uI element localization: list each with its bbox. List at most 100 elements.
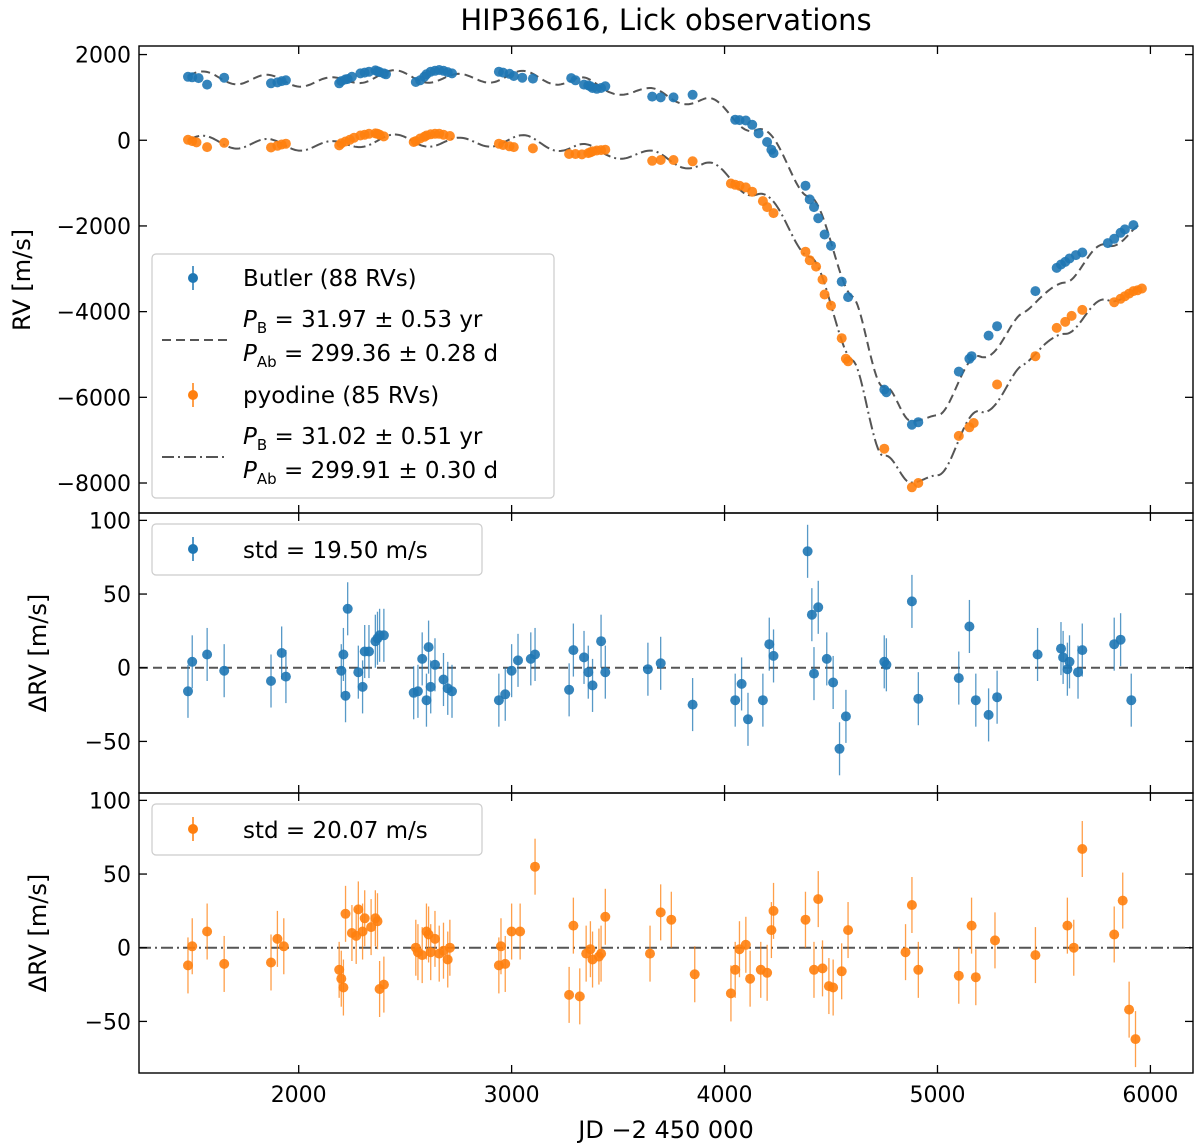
pyodine-rv-point xyxy=(992,379,1003,390)
chart-title: HIP36616, Lick observations xyxy=(460,3,871,37)
pyodine-residual-point xyxy=(1124,1004,1135,1015)
pyodine-residual-point xyxy=(1109,929,1120,940)
pyodine-rv-point xyxy=(1077,304,1088,315)
butler-rv-point xyxy=(280,75,291,86)
butler-rv-point xyxy=(768,148,779,159)
butler-rv-point xyxy=(826,240,836,251)
pyodine-residual-point xyxy=(689,969,700,980)
butler-rv-point xyxy=(570,75,581,86)
butler-residual-point xyxy=(736,678,747,689)
butler-residual-point xyxy=(340,690,351,701)
butler-rv-point xyxy=(913,417,924,428)
butler-rv-point xyxy=(881,387,892,398)
butler-rv-point xyxy=(1109,233,1120,244)
pyodine-rv-point xyxy=(191,137,202,148)
butler-rv-point xyxy=(753,128,764,139)
pyodine-residual-point xyxy=(970,972,981,983)
pyodine-residual-point xyxy=(564,989,575,1000)
pyodine-residual-point xyxy=(953,970,964,981)
y-tick-label: 50 xyxy=(103,583,131,608)
butler-residual-point xyxy=(881,659,892,670)
top-legend-box xyxy=(151,253,555,499)
pyodine-residual-point xyxy=(655,907,666,918)
butler-rv-point xyxy=(508,71,519,81)
butler-residual-point xyxy=(587,680,598,691)
butler-residual-point xyxy=(438,674,449,685)
bottom-legend-box xyxy=(151,803,483,856)
pyodine-rv-point xyxy=(879,443,890,454)
x-tick-label: 6000 xyxy=(1122,1083,1178,1108)
butler-rv-point xyxy=(527,73,538,84)
pyodine-residual-point xyxy=(183,960,193,971)
butler-residual-point xyxy=(500,689,511,700)
butler-residual-point xyxy=(564,684,575,695)
butler-residual-point xyxy=(655,658,666,669)
butler-residual-point xyxy=(1126,695,1137,706)
butler-residual-point xyxy=(357,681,368,692)
pyodine-rv-point xyxy=(968,418,979,428)
pyodine-residual-point xyxy=(338,982,349,993)
pyodine-residual-point xyxy=(366,922,377,933)
butler-residual-point xyxy=(187,656,198,667)
butler-residual-point xyxy=(183,686,193,697)
legend-butler-fit-period-ab: PAb = 299.36 ± 0.28 d xyxy=(243,341,498,371)
pyodine-residual-point xyxy=(336,973,347,984)
butler-residual-point xyxy=(421,695,432,706)
y-tick-label: 100 xyxy=(89,789,131,814)
y-tick-label: −2000 xyxy=(57,215,131,240)
butler-rv-point xyxy=(813,213,824,224)
butler-residual-point xyxy=(840,711,851,722)
pyodine-residual-point xyxy=(740,939,751,950)
butler-residual-point xyxy=(583,667,594,678)
pyodine-residual-point xyxy=(766,925,777,936)
butler-residual-point xyxy=(219,665,230,676)
pyodine-rv-point xyxy=(1136,283,1147,294)
butler-residual-point xyxy=(964,621,975,632)
pyodine-rv-point xyxy=(1030,351,1041,362)
pyodine-residual-point xyxy=(202,926,213,937)
pyodine-residual-point xyxy=(1077,844,1088,854)
legend-butler-label: Butler (88 RVs) xyxy=(243,266,417,292)
pyodine-residual-point xyxy=(809,964,819,975)
pyodine-rv-point xyxy=(800,246,811,257)
pyodine-residual-point xyxy=(272,933,283,944)
pyodine-residual-point xyxy=(800,914,811,925)
pyodine-residual-point xyxy=(817,963,828,974)
pyodine-residual-point xyxy=(444,942,455,953)
pyodine-rv-point xyxy=(804,255,815,266)
pyodine-residual-point xyxy=(1117,895,1128,906)
pyodine-residual-point xyxy=(340,908,351,919)
butler-rv-point xyxy=(1128,220,1139,231)
pyodine-residual-point xyxy=(745,973,756,984)
butler-residual-point xyxy=(1056,643,1066,654)
pyodine-rv-point xyxy=(280,138,291,149)
pyodine-residual-point xyxy=(836,966,847,977)
butler-residual-point xyxy=(913,693,924,704)
butler-rv-point xyxy=(983,330,994,341)
pyodine-residual-point xyxy=(357,926,368,937)
middle-legend-box xyxy=(151,523,483,576)
ticks-layer: 20000−2000−4000−6000−8000100500−50100500… xyxy=(57,44,1193,1108)
butler-residual-point xyxy=(806,609,817,620)
pyodine-fit-curve xyxy=(187,133,1140,484)
butler-residual-point xyxy=(568,645,579,656)
y-tick-label: −6000 xyxy=(57,386,131,411)
butler-rv-point xyxy=(966,351,977,362)
butler-residual-point xyxy=(828,677,839,688)
pyodine-residual-point xyxy=(372,916,383,927)
pyodine-rv-point xyxy=(527,143,538,154)
pyodine-residual-point xyxy=(1130,1034,1141,1045)
butler-rv-point xyxy=(992,321,1003,332)
butler-residual-point xyxy=(423,642,434,653)
butler-rv-point xyxy=(346,71,357,82)
middle-legend-marker xyxy=(188,544,198,554)
pyodine-residual-point xyxy=(506,926,517,937)
pyodine-residual-point xyxy=(990,935,1000,946)
pyodine-rv-point xyxy=(508,142,519,153)
butler-residual-point xyxy=(336,665,347,676)
butler-residual-point xyxy=(1064,656,1075,667)
legend-pyodine-marker xyxy=(188,390,198,400)
butler-rv-point xyxy=(517,72,528,83)
butler-rv-point xyxy=(953,366,964,377)
y-tick-label: 2000 xyxy=(75,44,131,69)
